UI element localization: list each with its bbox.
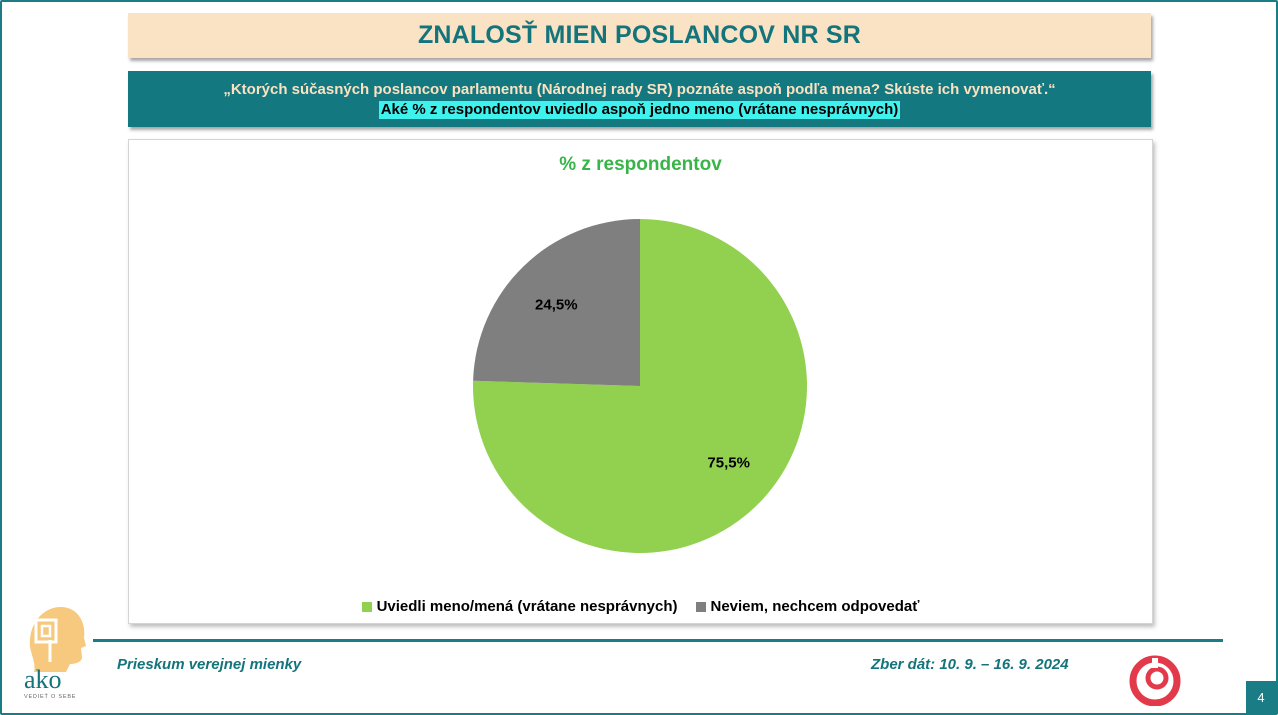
- title-banner: ZNALOSŤ MIEN POSLANCOV NR SR: [128, 13, 1151, 58]
- legend-swatch: [695, 601, 706, 612]
- pie-slice-2: [473, 219, 640, 386]
- chart-panel: % z respondentov 75,5% 24,5% Uviedli meno…: [128, 139, 1153, 624]
- legend-swatch: [361, 601, 372, 612]
- legend-item-1: Uviedli meno/mená (vrátane nesprávnych): [361, 598, 678, 615]
- partner-logo-icon: [1129, 655, 1181, 706]
- footer-survey-label: Prieskum verejnej mienky: [117, 656, 302, 673]
- page-title: ZNALOSŤ MIEN POSLANCOV NR SR: [417, 21, 862, 49]
- question-banner: „Ktorých súčasných poslancov parlamentu …: [128, 71, 1151, 127]
- page-number: 4: [1246, 681, 1276, 713]
- pie-data-label-2: 24,5%: [535, 297, 578, 314]
- pie-slice-1: [472, 219, 807, 553]
- legend-label: Neviem, nechcem odpovedať: [710, 598, 920, 615]
- logo-wordmark: ako: [24, 665, 62, 694]
- chart-title: % z respondentov: [559, 154, 722, 175]
- chart-legend: Uviedli meno/mená (vrátane nesprávnych) N…: [129, 598, 1152, 615]
- survey-question: „Ktorých súčasných poslancov parlamentu …: [223, 81, 1056, 98]
- legend-label: Uviedli meno/mená (vrátane nesprávnych): [376, 598, 678, 615]
- pie-data-label-1: 75,5%: [707, 454, 750, 471]
- legend-item-2: Neviem, nechcem odpovedať: [695, 598, 920, 615]
- footer-divider: [93, 639, 1223, 642]
- ako-logo-icon: ako VEDIEŤ O SEBE: [24, 606, 87, 700]
- footer-collection-dates: Zber dát: 10. 9. – 16. 9. 2024: [871, 656, 1069, 673]
- logo-tagline: VEDIEŤ O SEBE: [24, 692, 76, 700]
- pie-chart: 75,5% 24,5%: [472, 219, 807, 553]
- survey-subquestion: Aké % z respondentov uviedlo aspoň jedno…: [378, 101, 901, 119]
